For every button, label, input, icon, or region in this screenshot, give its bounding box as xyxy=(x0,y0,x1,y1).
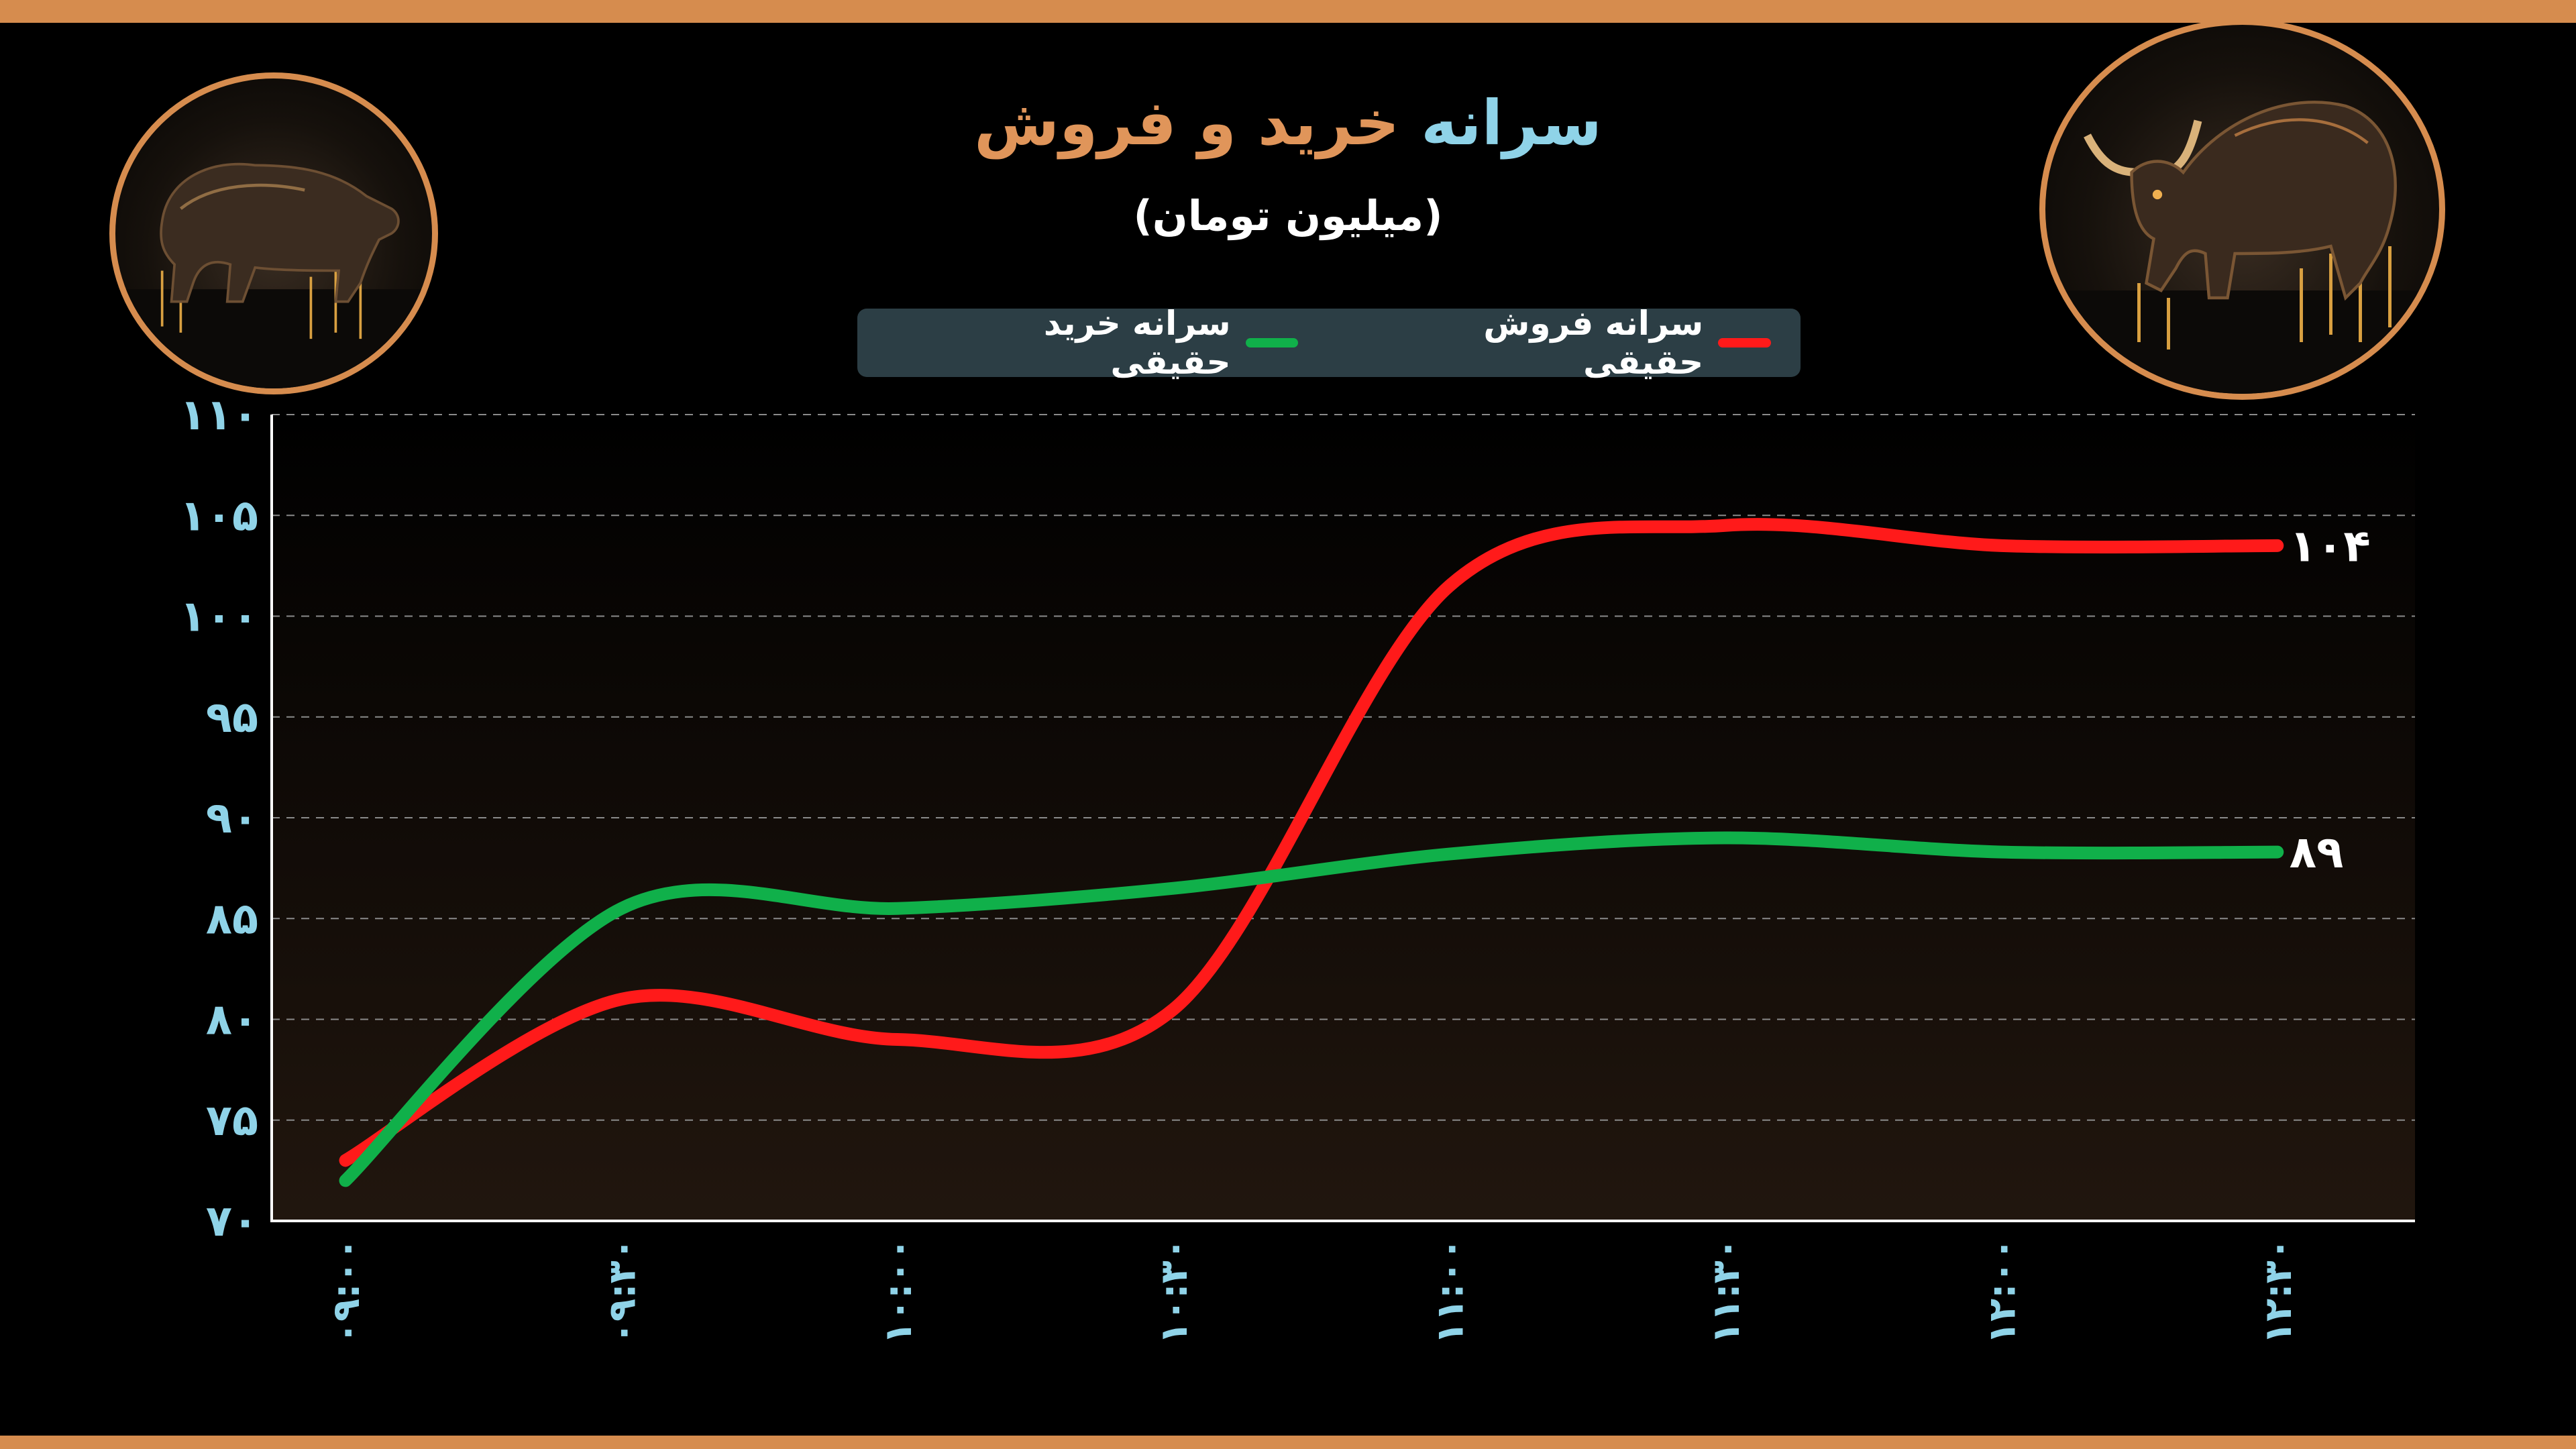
legend-swatch-sell xyxy=(1718,338,1771,347)
end-labels: ۱۰۴ ۸۹ xyxy=(2290,520,2371,878)
series-line-buy xyxy=(339,831,2284,1187)
x-tick-label: ۱۰:۰۰ xyxy=(877,1238,920,1344)
legend-label-sell: سرانه فروش حقیقی xyxy=(1483,304,1704,382)
gridlines xyxy=(272,414,2415,1121)
x-tick-label: ۱۱:۰۰ xyxy=(1429,1238,1472,1344)
bottom-accent-bar xyxy=(0,1436,2576,1449)
x-tick-label: ۱۲:۰۰ xyxy=(1980,1238,2024,1344)
y-tick-label: ۹۰ xyxy=(206,794,258,843)
top-accent-bar xyxy=(0,0,2576,23)
bull-illustration xyxy=(2057,101,2427,394)
title-part-2: خرید و فروش xyxy=(974,87,1400,159)
chart-title: سرانه خرید و فروش xyxy=(0,87,2576,159)
y-tick-label: ۷۰ xyxy=(206,1197,258,1246)
bear-statue-icon xyxy=(109,72,438,394)
series-line-sell xyxy=(339,518,2284,1167)
legend-swatch-buy xyxy=(1245,338,1299,347)
y-tick-label: ۱۰۰ xyxy=(180,592,258,642)
y-tick-label: ۱۰۵ xyxy=(180,491,258,541)
y-tick-label: ۷۵ xyxy=(206,1096,258,1146)
y-tick-label: ۸۵ xyxy=(206,894,258,944)
legend-item-sell: سرانه فروش حقیقی xyxy=(1365,304,1771,382)
y-tick-label: ۸۰ xyxy=(206,996,258,1045)
x-axis-ticks: ۰۹:۰۰ ۰۹:۳۰ ۱۰:۰۰ ۱۰:۳۰ ۱۱:۰۰ ۱۱:۳۰ ۱۲:۰۰ ۱۲:۳۰ xyxy=(325,1238,2300,1344)
chart-subtitle: (میلیون تومان) xyxy=(1133,191,1443,240)
x-tick-label: ۰۹:۰۰ xyxy=(325,1238,368,1344)
x-tick-label: ۱۱:۳۰ xyxy=(1705,1238,1748,1344)
end-value-label-sell: ۱۰۴ xyxy=(2290,520,2371,572)
x-tick-label: ۱۰:۳۰ xyxy=(1152,1238,1196,1344)
y-tick-label: ۱۱۰ xyxy=(180,390,258,440)
x-tick-label: ۰۹:۳۰ xyxy=(600,1238,644,1344)
chart-legend: سرانه فروش حقیقی سرانه خرید حقیقی xyxy=(857,304,1801,382)
bull-statue-icon xyxy=(2039,19,2445,400)
title-part-1: سرانه xyxy=(1421,87,1602,159)
y-tick-label: ۹۵ xyxy=(206,693,258,743)
series-lines xyxy=(339,518,2284,1187)
end-value-label-buy: ۸۹ xyxy=(2290,826,2344,878)
y-axis-ticks: ۷۰ ۷۵ ۸۰ ۸۵ ۹۰ ۹۵ ۱۰۰ ۱۰۵ ۱۱۰ xyxy=(180,390,258,1246)
x-tick-label: ۱۲:۳۰ xyxy=(2257,1238,2300,1344)
legend-item-buy: سرانه خرید حقیقی xyxy=(924,304,1299,382)
legend-label-buy: سرانه خرید حقیقی xyxy=(1043,304,1231,382)
